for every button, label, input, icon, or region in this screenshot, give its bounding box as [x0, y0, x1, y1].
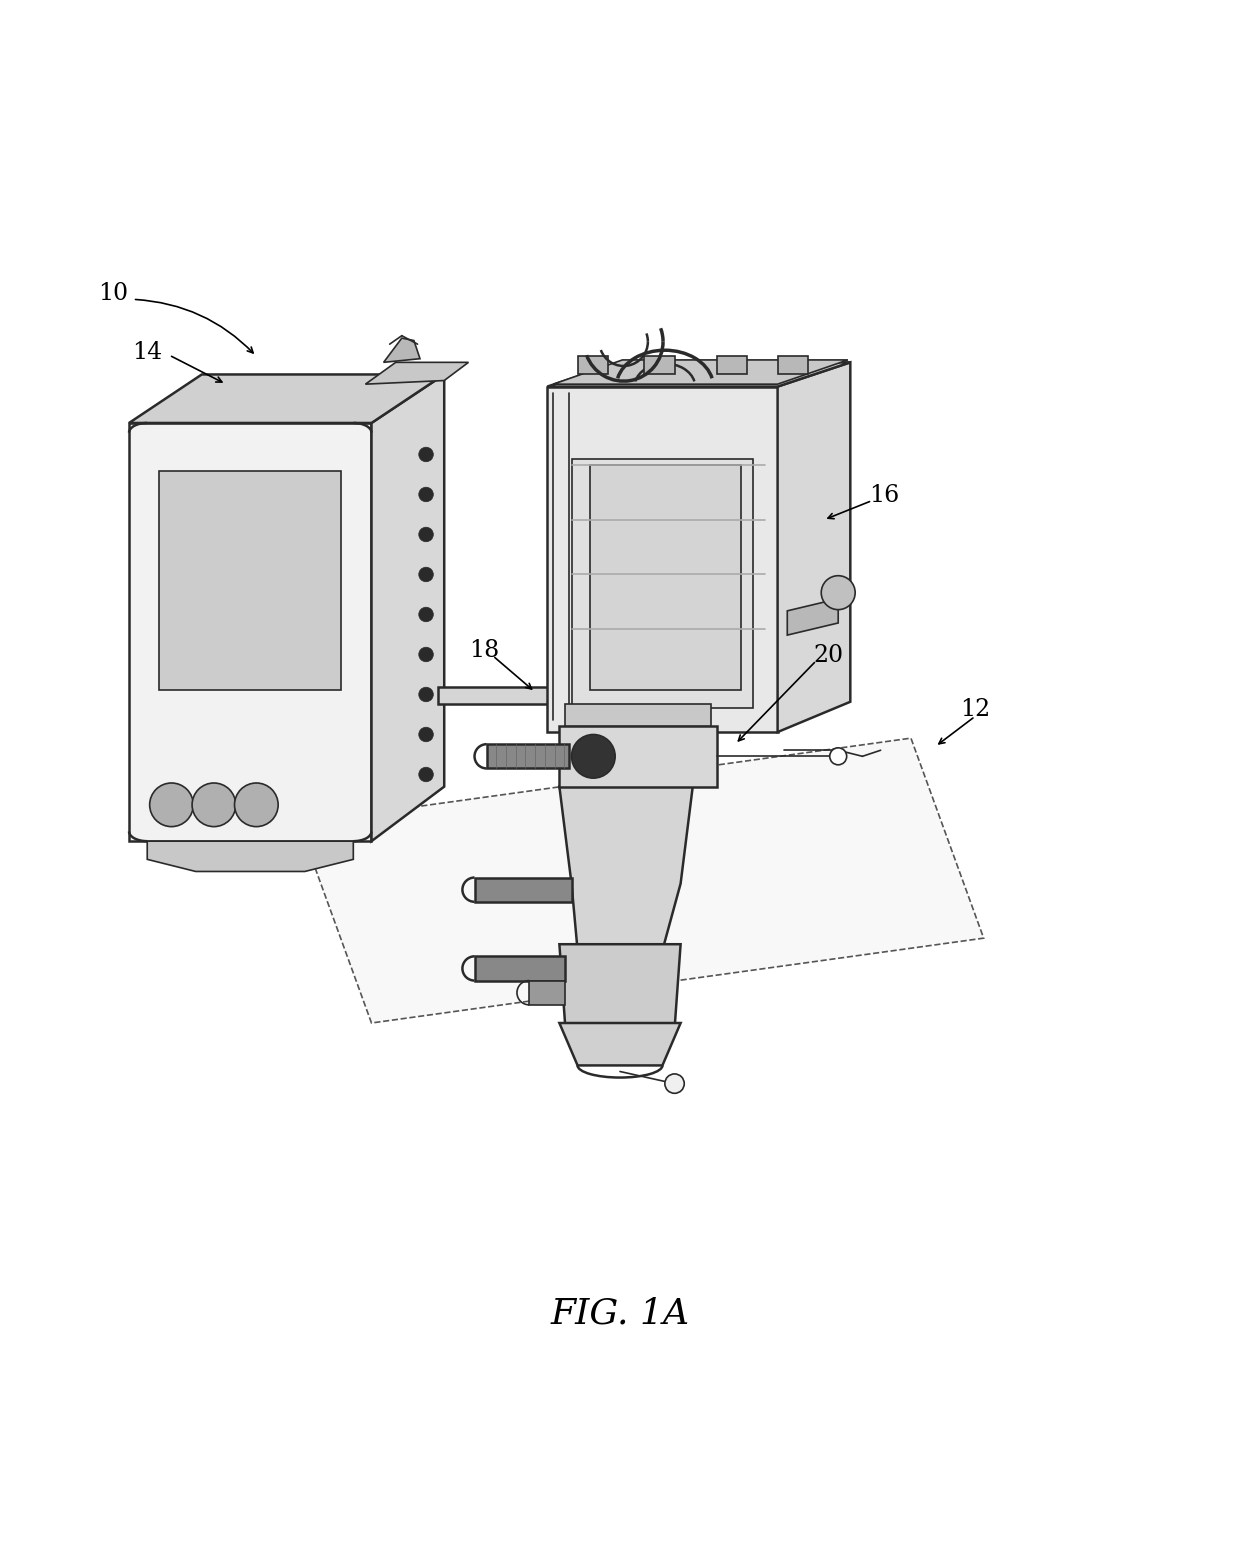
Polygon shape: [438, 688, 584, 705]
Circle shape: [419, 726, 433, 742]
Polygon shape: [578, 356, 608, 375]
Circle shape: [665, 1073, 684, 1094]
Polygon shape: [559, 787, 693, 950]
Polygon shape: [559, 1022, 681, 1066]
Polygon shape: [565, 705, 711, 726]
Polygon shape: [574, 723, 610, 750]
Polygon shape: [572, 688, 601, 740]
Circle shape: [572, 734, 615, 778]
Polygon shape: [148, 841, 353, 872]
Polygon shape: [777, 356, 808, 375]
Polygon shape: [572, 460, 754, 708]
Circle shape: [419, 607, 433, 621]
Polygon shape: [547, 387, 777, 733]
Polygon shape: [590, 465, 742, 689]
Polygon shape: [574, 680, 610, 708]
Circle shape: [419, 647, 433, 661]
Circle shape: [419, 688, 433, 702]
Text: FIG. 1A: FIG. 1A: [551, 1297, 689, 1331]
Polygon shape: [547, 362, 851, 387]
Polygon shape: [553, 359, 848, 384]
Polygon shape: [372, 375, 444, 841]
Polygon shape: [475, 956, 565, 981]
Text: 16: 16: [869, 485, 899, 507]
Polygon shape: [129, 375, 444, 423]
Polygon shape: [717, 356, 748, 375]
Polygon shape: [529, 981, 565, 1005]
Polygon shape: [572, 728, 693, 744]
Circle shape: [234, 782, 278, 827]
Polygon shape: [160, 471, 341, 689]
Polygon shape: [777, 362, 851, 733]
Polygon shape: [299, 739, 983, 1022]
Circle shape: [419, 488, 433, 502]
Circle shape: [419, 448, 433, 462]
Polygon shape: [129, 423, 372, 841]
Polygon shape: [787, 599, 838, 635]
Circle shape: [419, 567, 433, 582]
Circle shape: [821, 576, 856, 610]
Circle shape: [192, 782, 236, 827]
Text: 14: 14: [133, 341, 162, 364]
Text: 18: 18: [469, 640, 500, 663]
Text: 12: 12: [960, 697, 991, 720]
Polygon shape: [559, 726, 717, 787]
Polygon shape: [366, 362, 469, 384]
Polygon shape: [559, 945, 681, 1029]
Circle shape: [419, 767, 433, 782]
Circle shape: [150, 782, 193, 827]
Circle shape: [830, 748, 847, 765]
Polygon shape: [383, 338, 420, 362]
Text: 20: 20: [813, 644, 843, 668]
Polygon shape: [645, 356, 675, 375]
Circle shape: [419, 527, 433, 542]
Polygon shape: [475, 878, 572, 902]
Text: 10: 10: [98, 282, 129, 305]
Polygon shape: [486, 744, 569, 768]
